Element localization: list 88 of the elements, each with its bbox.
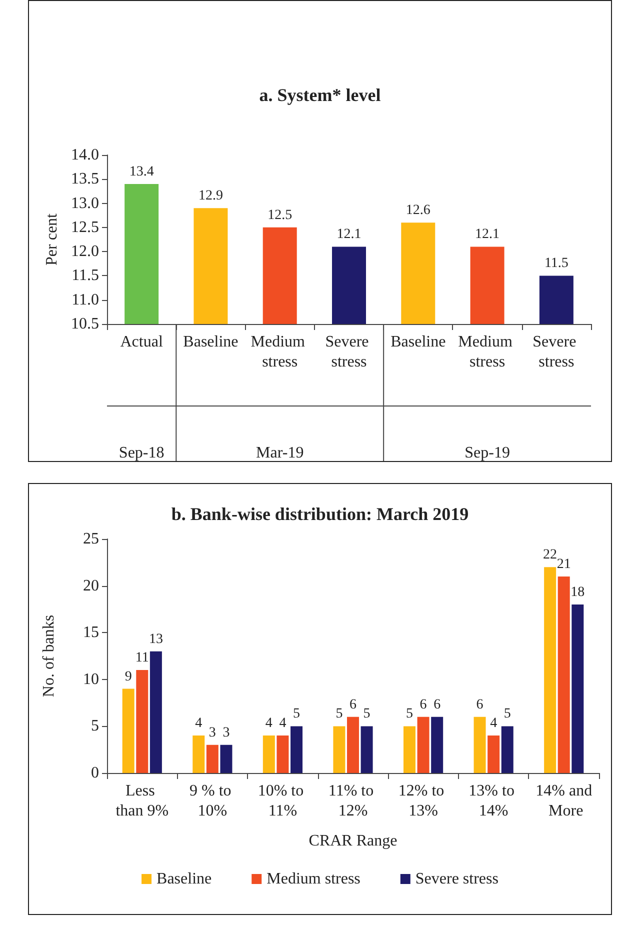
data-label: 11.5 bbox=[544, 256, 568, 272]
data-label: 22 bbox=[543, 548, 558, 563]
y-tick-label: 13.5 bbox=[71, 170, 99, 188]
bar bbox=[347, 716, 359, 773]
x-tick-label: 9 % to 10% bbox=[190, 782, 236, 820]
y-tick-label: 12.0 bbox=[71, 243, 99, 260]
y-tick-label: 12.5 bbox=[71, 218, 99, 236]
bar bbox=[192, 736, 205, 773]
data-label: 9 bbox=[124, 669, 132, 684]
x-tick-label: Medium stress bbox=[458, 334, 516, 370]
data-label: 13.4 bbox=[129, 164, 154, 180]
text: Sep-18 bbox=[118, 444, 164, 462]
bar bbox=[403, 726, 416, 773]
data-label: 5 bbox=[406, 706, 413, 722]
bar bbox=[276, 736, 289, 773]
data-label: 13 bbox=[148, 632, 163, 647]
data-label: 4 bbox=[279, 716, 286, 732]
bar bbox=[417, 716, 430, 773]
x-tick-label: 13% to 14% bbox=[468, 782, 518, 820]
x-tick-label: Less than 9% bbox=[116, 782, 169, 820]
bar bbox=[136, 670, 148, 773]
y-tick-label: 15 bbox=[83, 624, 99, 642]
legend-label: Baseline bbox=[156, 870, 212, 888]
x-tick-label: 10% to 11% bbox=[258, 782, 308, 820]
y-tick-label: 10 bbox=[83, 670, 99, 688]
data-label: 4 bbox=[195, 716, 202, 732]
x-tick-label: Baseline bbox=[183, 334, 238, 350]
data-label: 6 bbox=[434, 697, 441, 712]
bar bbox=[360, 726, 373, 773]
x-tick-label: Baseline bbox=[390, 334, 446, 350]
bar bbox=[150, 651, 162, 773]
text: Sep-19 bbox=[464, 444, 510, 462]
bar bbox=[558, 576, 570, 773]
x-tick-label: Actual bbox=[120, 334, 164, 350]
data-label: 21 bbox=[556, 556, 571, 572]
bar bbox=[333, 726, 346, 773]
x-tick-label: 14% and More bbox=[536, 782, 592, 820]
bar bbox=[262, 736, 275, 773]
y-tick-label: 10.5 bbox=[71, 316, 99, 332]
bar bbox=[501, 726, 514, 773]
chart-title: a. System* level bbox=[259, 85, 381, 105]
bar bbox=[488, 736, 500, 773]
data-label: 12.1 bbox=[475, 227, 500, 242]
bar bbox=[220, 744, 232, 773]
legend-label: Severe stress bbox=[415, 870, 498, 888]
x-tick-label: Severe stress bbox=[325, 334, 373, 370]
text: Mar-19 bbox=[256, 444, 304, 462]
y-tick-label: 11.5 bbox=[72, 267, 99, 284]
data-label: 5 bbox=[293, 706, 300, 722]
data-label: 5 bbox=[504, 706, 511, 722]
x-tick-label: 12% to 13% bbox=[398, 782, 448, 820]
x-tick-label: Medium stress bbox=[250, 334, 309, 370]
x-tick-label: 11% to 12% bbox=[328, 782, 378, 820]
data-label: 18 bbox=[570, 585, 585, 600]
data-label: 12.5 bbox=[268, 208, 292, 223]
data-label: 5 bbox=[336, 706, 343, 722]
bar bbox=[544, 567, 556, 773]
legend-label: Medium stress bbox=[266, 870, 360, 888]
x-tick-label: Severe stress bbox=[532, 334, 580, 370]
bar bbox=[290, 726, 303, 773]
data-label: 12.9 bbox=[198, 188, 223, 204]
bar bbox=[572, 604, 584, 773]
x-axis-title: CRAR Range bbox=[308, 832, 398, 850]
data-label: 3 bbox=[222, 725, 230, 740]
data-label: 5 bbox=[363, 706, 370, 722]
y-tick-label: 13.0 bbox=[71, 194, 99, 212]
data-label: 11 bbox=[135, 650, 149, 666]
y-axis-title: No. of banks bbox=[40, 614, 58, 698]
data-label: 6 bbox=[350, 697, 356, 712]
data-label: 6 bbox=[476, 697, 484, 712]
data-label: 6 bbox=[420, 697, 427, 712]
data-label: 12.6 bbox=[406, 203, 430, 218]
y-tick-label: 11.0 bbox=[72, 291, 99, 308]
bar bbox=[431, 716, 444, 773]
bar bbox=[474, 716, 486, 773]
y-tick-label: 0 bbox=[91, 764, 99, 782]
data-label: 4 bbox=[490, 716, 498, 732]
y-tick-label: 14.0 bbox=[71, 146, 99, 164]
bar bbox=[122, 688, 134, 773]
y-tick-label: 25 bbox=[83, 530, 99, 548]
data-label: 4 bbox=[265, 716, 272, 732]
y-tick-label: 20 bbox=[83, 577, 99, 594]
data-label: 12.1 bbox=[336, 227, 362, 242]
y-axis-title: Per cent bbox=[44, 212, 61, 266]
bar bbox=[206, 744, 218, 773]
chart-title: b. Bank-wise distribution: March 2019 bbox=[171, 504, 469, 524]
data-label: 3 bbox=[208, 725, 216, 740]
y-tick-label: 5 bbox=[91, 718, 99, 735]
